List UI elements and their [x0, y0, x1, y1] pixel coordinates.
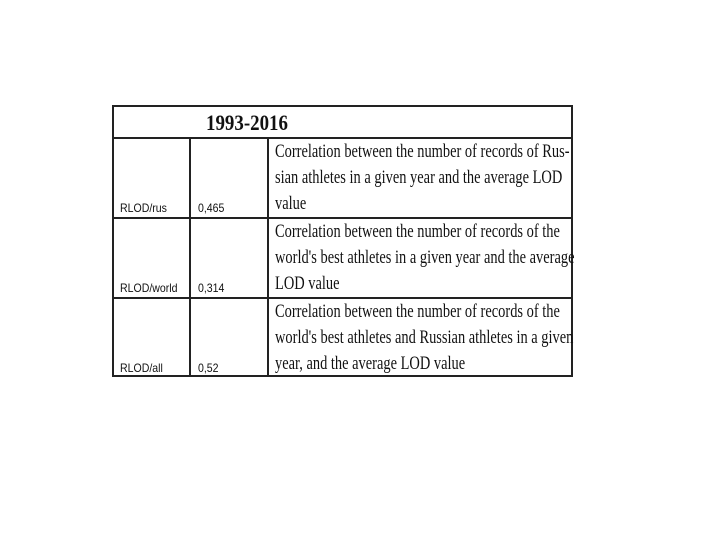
row-description: Correlation between the number of record… — [275, 299, 658, 377]
description-line: LOD value — [275, 274, 340, 294]
row-value: 0,465 — [198, 201, 225, 215]
description-line: world's best athletes in a given year an… — [275, 248, 575, 268]
table-row: RLOD/world 0,314 Correlation between the… — [114, 219, 575, 299]
row-label: RLOD/all — [120, 361, 163, 375]
description-line: value — [275, 194, 307, 214]
description-line: Correlation between the number of record… — [275, 302, 560, 322]
divider — [114, 217, 571, 219]
table-row: RLOD/rus 0,465 Correlation between the n… — [114, 139, 571, 219]
description-line: sian athletes in a given year and the av… — [275, 168, 563, 188]
description-line: year, and the average LOD value — [275, 354, 466, 374]
description-line: Correlation between the number of record… — [275, 142, 570, 162]
description-line: world's best athletes and Russian athlet… — [275, 328, 574, 348]
correlation-table: 1993-2016 RLOD/rus 0,465 Correlation bet… — [112, 105, 575, 379]
row-value: 0,314 — [198, 281, 225, 295]
divider — [189, 137, 191, 375]
table-row: RLOD/all 0,52 Correlation between the nu… — [114, 299, 573, 379]
description-line: Correlation between the number of record… — [275, 222, 560, 242]
row-description: Correlation between the number of record… — [275, 139, 653, 217]
divider — [267, 137, 269, 375]
table-header-period: 1993-2016 — [206, 110, 288, 135]
divider — [114, 297, 571, 299]
row-value: 0,52 — [198, 361, 219, 375]
row-label: RLOD/rus — [120, 201, 167, 215]
divider — [114, 137, 571, 139]
row-description: Correlation between the number of record… — [275, 219, 659, 297]
row-label: RLOD/world — [120, 281, 178, 295]
